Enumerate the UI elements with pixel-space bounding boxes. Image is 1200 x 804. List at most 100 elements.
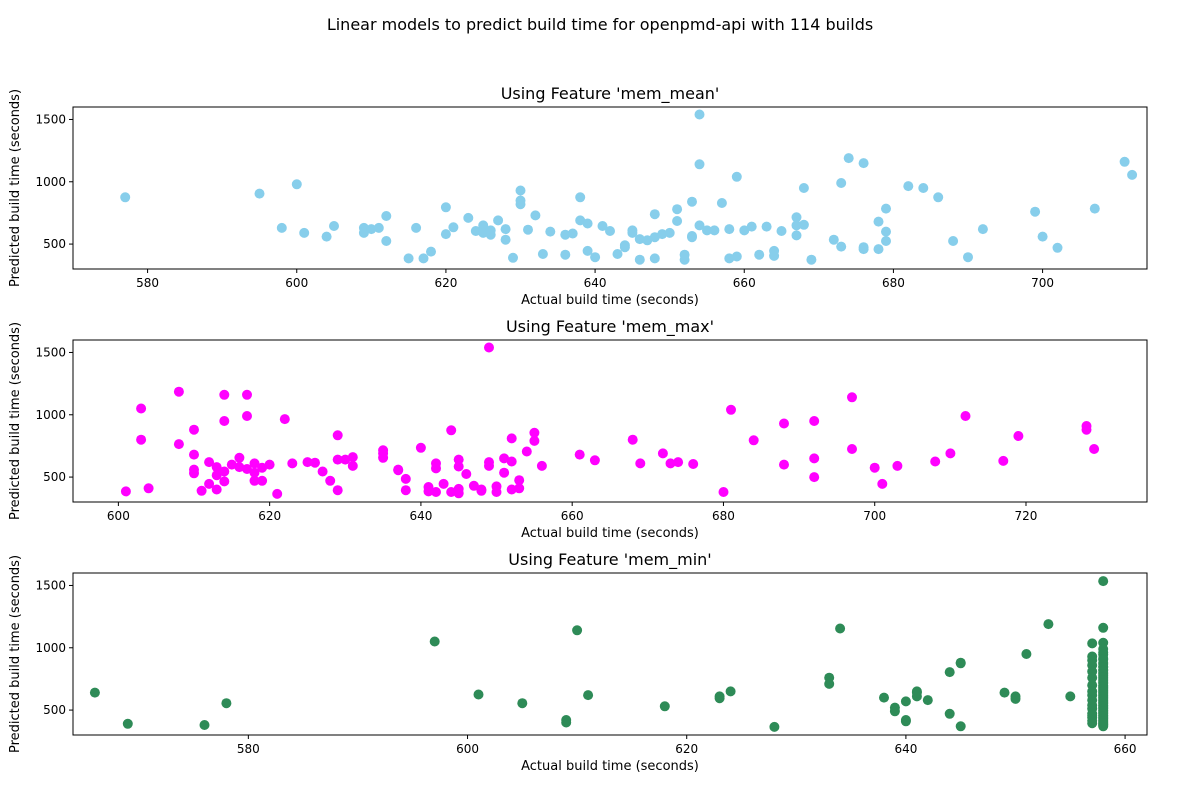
subplots: Using Feature 'mem_mean' 580 600 620 640 660 6… <box>8 84 1148 774</box>
plot-frame <box>72 572 1148 736</box>
data-point <box>806 254 817 265</box>
data-point <box>1127 169 1138 180</box>
data-point <box>189 464 199 475</box>
data-point <box>955 657 966 668</box>
y-tick-label: 1500 <box>35 345 66 359</box>
x-tick-label: 580 <box>136 276 159 290</box>
data-point <box>478 220 489 231</box>
data-point <box>649 209 660 220</box>
x-tick-label: 700 <box>1031 276 1054 290</box>
data-point <box>869 462 880 473</box>
data-point <box>530 210 541 221</box>
data-point <box>257 462 268 473</box>
data-point <box>440 202 451 213</box>
data-point <box>824 678 835 689</box>
data-point <box>597 221 608 231</box>
data-point <box>211 484 222 495</box>
data-point <box>1087 715 1098 726</box>
data-point <box>889 702 900 713</box>
data-point <box>574 449 585 460</box>
data-point <box>605 226 615 236</box>
data-point <box>221 698 232 709</box>
data-point <box>453 488 464 499</box>
data-point <box>881 226 891 237</box>
x-tick-label: 640 <box>409 509 432 523</box>
data-point <box>234 462 245 473</box>
data-point <box>1037 231 1048 242</box>
data-point <box>590 252 601 263</box>
data-point <box>572 625 583 636</box>
y-axis-label: Predicted build time (seconds) <box>8 322 23 520</box>
data-point <box>918 183 929 193</box>
data-point <box>373 222 384 233</box>
data-point <box>575 192 586 203</box>
x-tick-label: 660 <box>561 509 584 523</box>
data-point <box>199 720 210 730</box>
data-point <box>249 475 260 486</box>
x-tick-label: 620 <box>258 509 281 523</box>
data-point <box>506 484 517 495</box>
y-axis-label: Predicted build time (seconds) <box>8 555 23 753</box>
data-point <box>892 460 903 471</box>
data-point <box>809 416 820 426</box>
data-point <box>120 486 131 497</box>
data-point <box>583 690 594 701</box>
data-point <box>1030 206 1041 217</box>
data-point <box>635 458 646 469</box>
data-point <box>948 236 959 246</box>
data-point <box>242 411 252 421</box>
data-point <box>627 227 638 238</box>
data-point <box>725 686 736 697</box>
data-point <box>249 467 260 478</box>
data-point <box>900 696 911 707</box>
data-point <box>204 457 215 468</box>
data-point <box>1087 638 1098 649</box>
data-point <box>776 226 787 236</box>
data-point <box>709 225 720 236</box>
data-point <box>381 211 392 221</box>
data-point <box>672 204 683 215</box>
data-point <box>673 457 684 468</box>
data-point <box>122 718 133 729</box>
data-point <box>769 721 780 732</box>
data-point <box>933 192 944 203</box>
data-point <box>567 228 578 239</box>
data-point <box>287 458 298 469</box>
data-point <box>499 467 510 478</box>
scatter-points <box>120 342 1100 499</box>
data-point <box>257 475 268 486</box>
data-point <box>858 242 869 253</box>
data-point <box>731 251 742 262</box>
y-tick-label: 1000 <box>35 641 66 655</box>
x-axis-label: Actual build time (seconds) <box>521 526 699 541</box>
data-point <box>537 249 548 259</box>
data-point <box>999 687 1010 698</box>
data-point <box>922 695 933 706</box>
x-tick-label: 720 <box>1015 509 1038 523</box>
data-point <box>514 483 525 494</box>
x-tick-label: 660 <box>733 276 756 290</box>
data-point <box>809 472 820 483</box>
data-point <box>411 222 422 233</box>
data-point <box>291 179 302 190</box>
data-point <box>589 455 600 466</box>
data-point <box>234 452 245 463</box>
data-point <box>429 636 440 647</box>
subplot-2: Using Feature 'mem_max' 600 620 640 660 680 70… <box>8 317 1148 541</box>
data-point <box>560 249 571 260</box>
data-point <box>679 254 690 265</box>
data-point <box>120 192 131 203</box>
data-point <box>506 433 517 444</box>
figure-suptitle: Linear models to predict build time for … <box>327 15 873 34</box>
data-point <box>242 389 252 400</box>
data-point <box>317 466 328 477</box>
data-point <box>754 249 765 260</box>
data-point <box>791 230 802 241</box>
data-point <box>963 252 973 263</box>
data-point <box>500 224 511 235</box>
x-tick-label: 680 <box>882 276 905 290</box>
data-point <box>659 701 670 712</box>
data-point <box>219 466 230 477</box>
data-point <box>858 158 869 169</box>
data-point <box>836 241 847 252</box>
